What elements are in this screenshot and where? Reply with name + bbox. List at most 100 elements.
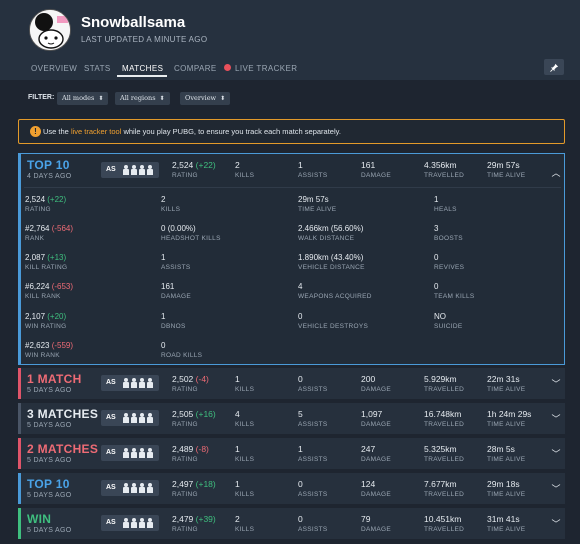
detail-label: ROAD KILLS [161, 352, 203, 359]
expand-chevron-icon[interactable]: ﹀ [551, 449, 561, 459]
kills-label: KILLS [235, 526, 255, 533]
detail-suicide: NO SUICIDE [434, 312, 462, 330]
kills-value: 1 [235, 479, 240, 489]
stat-assists: 1 ASSISTS [298, 444, 328, 463]
detail-delta: (-653) [51, 282, 74, 291]
stat-kills: 2 KILLS [235, 160, 254, 179]
stat-assists: 5 ASSISTS [298, 409, 328, 428]
detail-label: VEHICLE DESTROYS [298, 323, 369, 330]
time-alive-label: TIME ALIVE [487, 456, 526, 463]
detail-value: 1 [161, 253, 166, 262]
detail-label: WEAPONS ACQUIRED [298, 293, 372, 300]
match-row[interactable]: 1 MATCH 5 DAYS AGO AS 2,502 (-4) RATING 1… [18, 368, 565, 399]
detail-value: 161 [161, 282, 175, 291]
tab-stats[interactable]: STATS [84, 64, 111, 73]
time-alive-value: 29m 18s [487, 479, 520, 489]
tab-live-tracker[interactable]: LIVE TRACKER [235, 64, 298, 73]
detail-value: 0 [161, 341, 166, 350]
detail-label: SUICIDE [434, 323, 463, 330]
detail-win-rank: #2,623 (-559) WIN RANK [25, 341, 73, 359]
match-place: TOP 10 [27, 158, 70, 172]
expand-chevron-icon[interactable]: ﹀ [551, 519, 561, 529]
tab-overview[interactable]: OVERVIEW [31, 64, 78, 73]
stat-rating: 2,524 (+22) RATING [172, 160, 216, 179]
stat-rating: 2,479 (+39) RATING [172, 514, 216, 533]
mode-badge: AS [101, 515, 159, 531]
profile-header: Snowballsama LAST UPDATED A MINUTE AGO [0, 0, 580, 80]
warning-icon: ! [30, 126, 41, 137]
notice-prefix: Use the [43, 127, 71, 136]
mode-badge-label: AS [106, 379, 116, 386]
match-row[interactable]: 2 MATCHES 5 DAYS AGO AS 2,489 (-8) RATING… [18, 438, 565, 469]
detail-boosts: 3 BOOSTS [434, 224, 463, 242]
kills-value: 2 [235, 160, 240, 170]
rating-change: (+18) [195, 479, 216, 489]
stat-travelled: 5.325km TRAVELLED [424, 444, 464, 463]
damage-label: DAMAGE [361, 491, 391, 498]
tab-matches[interactable]: MATCHES [122, 64, 164, 73]
detail-label: KILL RANK [25, 293, 61, 300]
damage-value: 247 [361, 444, 376, 454]
detail-value: 0 [434, 282, 439, 291]
collapse-chevron-icon[interactable]: ︿ [551, 168, 561, 178]
kills-value: 4 [235, 409, 240, 419]
assists-label: ASSISTS [298, 421, 328, 428]
detail-label: DBNOS [161, 323, 186, 330]
stat-damage: 124 DAMAGE [361, 479, 391, 498]
mode-select[interactable]: All modes ⬍ [57, 92, 109, 105]
select-caret-icon: ⬍ [98, 95, 104, 102]
pin-button[interactable] [544, 59, 564, 75]
view-select[interactable]: Overview ⬍ [180, 92, 231, 105]
time-alive-value: 22m 31s [487, 374, 520, 384]
stat-travelled: 5.929km TRAVELLED [424, 374, 464, 393]
detail-value: #2,764 [25, 224, 50, 233]
damage-label: DAMAGE [361, 456, 391, 463]
travelled-label: TRAVELLED [424, 421, 465, 428]
detail-extra: (56.60%) [330, 224, 364, 233]
time-alive-label: TIME ALIVE [487, 386, 526, 393]
expand-chevron-icon[interactable]: ﹀ [551, 379, 561, 389]
match-row[interactable]: 3 MATCHES 5 DAYS AGO AS 2,505 (+16) RATIN… [18, 403, 565, 434]
detail-value: 1 [434, 195, 439, 204]
snowball-avatar-icon [30, 10, 70, 50]
detail-value: 2,524 [25, 195, 46, 204]
stat-rating: 2,497 (+18) RATING [172, 479, 216, 498]
stat-kills: 1 KILLS [235, 374, 254, 393]
match-row-expanded[interactable]: TOP 10 4 DAYS AGO AS 2,524 (+22) RATING … [18, 153, 565, 365]
detail-dbnos: 1 DBNOS [161, 312, 186, 330]
stat-assists: 1 ASSISTS [298, 160, 328, 179]
assists-value: 5 [298, 409, 303, 419]
squad-icon [123, 518, 155, 528]
detail-value: 2,087 [25, 253, 46, 262]
detail-label: ASSISTS [161, 264, 191, 271]
detail-time-alive: 29m 57s TIME ALIVE [298, 195, 336, 213]
detail-vehicle-distance: 1.890km (43.40%) VEHICLE DISTANCE [298, 253, 365, 271]
squad-icon [123, 378, 155, 388]
detail-label: TEAM KILLS [434, 293, 475, 300]
expand-chevron-icon[interactable]: ﹀ [551, 414, 561, 424]
live-tracker-link[interactable]: live tracker tool [70, 127, 122, 136]
detail-value: 0 [434, 253, 439, 262]
detail-delta: (+20) [47, 312, 67, 321]
stat-kills: 2 KILLS [235, 514, 254, 533]
tab-compare[interactable]: COMPARE [174, 64, 217, 73]
select-caret-icon: ⬍ [220, 95, 226, 102]
match-place: 3 MATCHES [27, 407, 99, 421]
detail-value: 1 [161, 312, 166, 321]
live-dot-icon [224, 64, 231, 71]
time-alive-value: 29m 57s [487, 160, 520, 170]
detail-delta: (-564) [51, 224, 74, 233]
time-alive-value: 31m 41s [487, 514, 520, 524]
match-row[interactable]: WIN 5 DAYS AGO AS 2,479 (+39) RATING 2 KIL… [18, 508, 565, 539]
rating-label: RATING [172, 172, 198, 179]
match-place: 2 MATCHES [27, 442, 99, 456]
match-row[interactable]: TOP 10 5 DAYS AGO AS 2,497 (+18) RATING 1… [18, 473, 565, 504]
damage-label: DAMAGE [361, 526, 391, 533]
detail-value: 29m 57s [298, 195, 329, 204]
region-select[interactable]: All regions ⬍ [115, 92, 170, 105]
avatar[interactable] [29, 9, 71, 51]
expand-chevron-icon[interactable]: ﹀ [551, 484, 561, 494]
rating-value: 2,479 [172, 514, 194, 524]
mode-badge-label: AS [106, 414, 116, 421]
notice-text: Use the live tracker tool while you play… [43, 127, 341, 136]
